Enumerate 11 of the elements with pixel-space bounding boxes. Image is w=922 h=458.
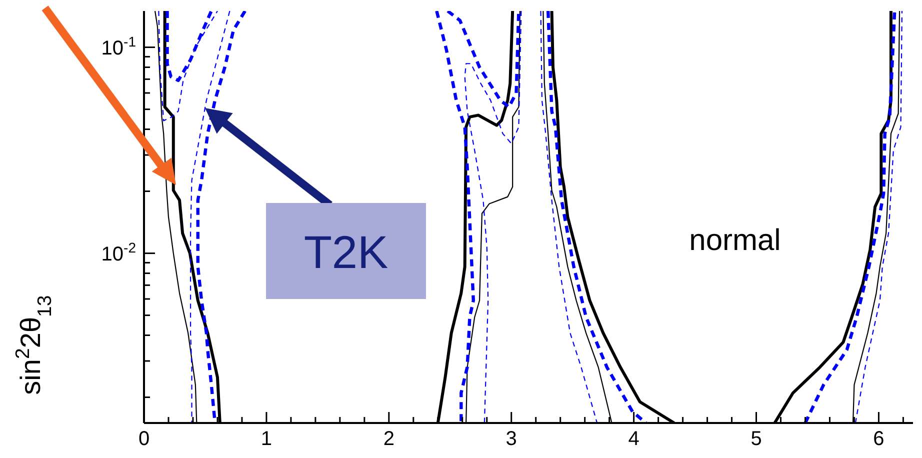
x-tick-label: 2 [383,428,394,450]
y-tick-label: 10$^{-2}$ [101,239,136,266]
x-tick-label: 6 [873,428,884,450]
annotation: normal [689,224,781,257]
x-tick-label: 5 [750,428,762,450]
y-tick-label: 10$^{-1}$ [101,33,136,60]
x-tick-label: 3 [506,428,517,450]
x-tick-label: 1 [260,428,272,450]
x-tick-label: 4 [628,428,640,450]
x-tick-label: 0 [138,428,150,450]
annotation: T2K [304,226,388,278]
